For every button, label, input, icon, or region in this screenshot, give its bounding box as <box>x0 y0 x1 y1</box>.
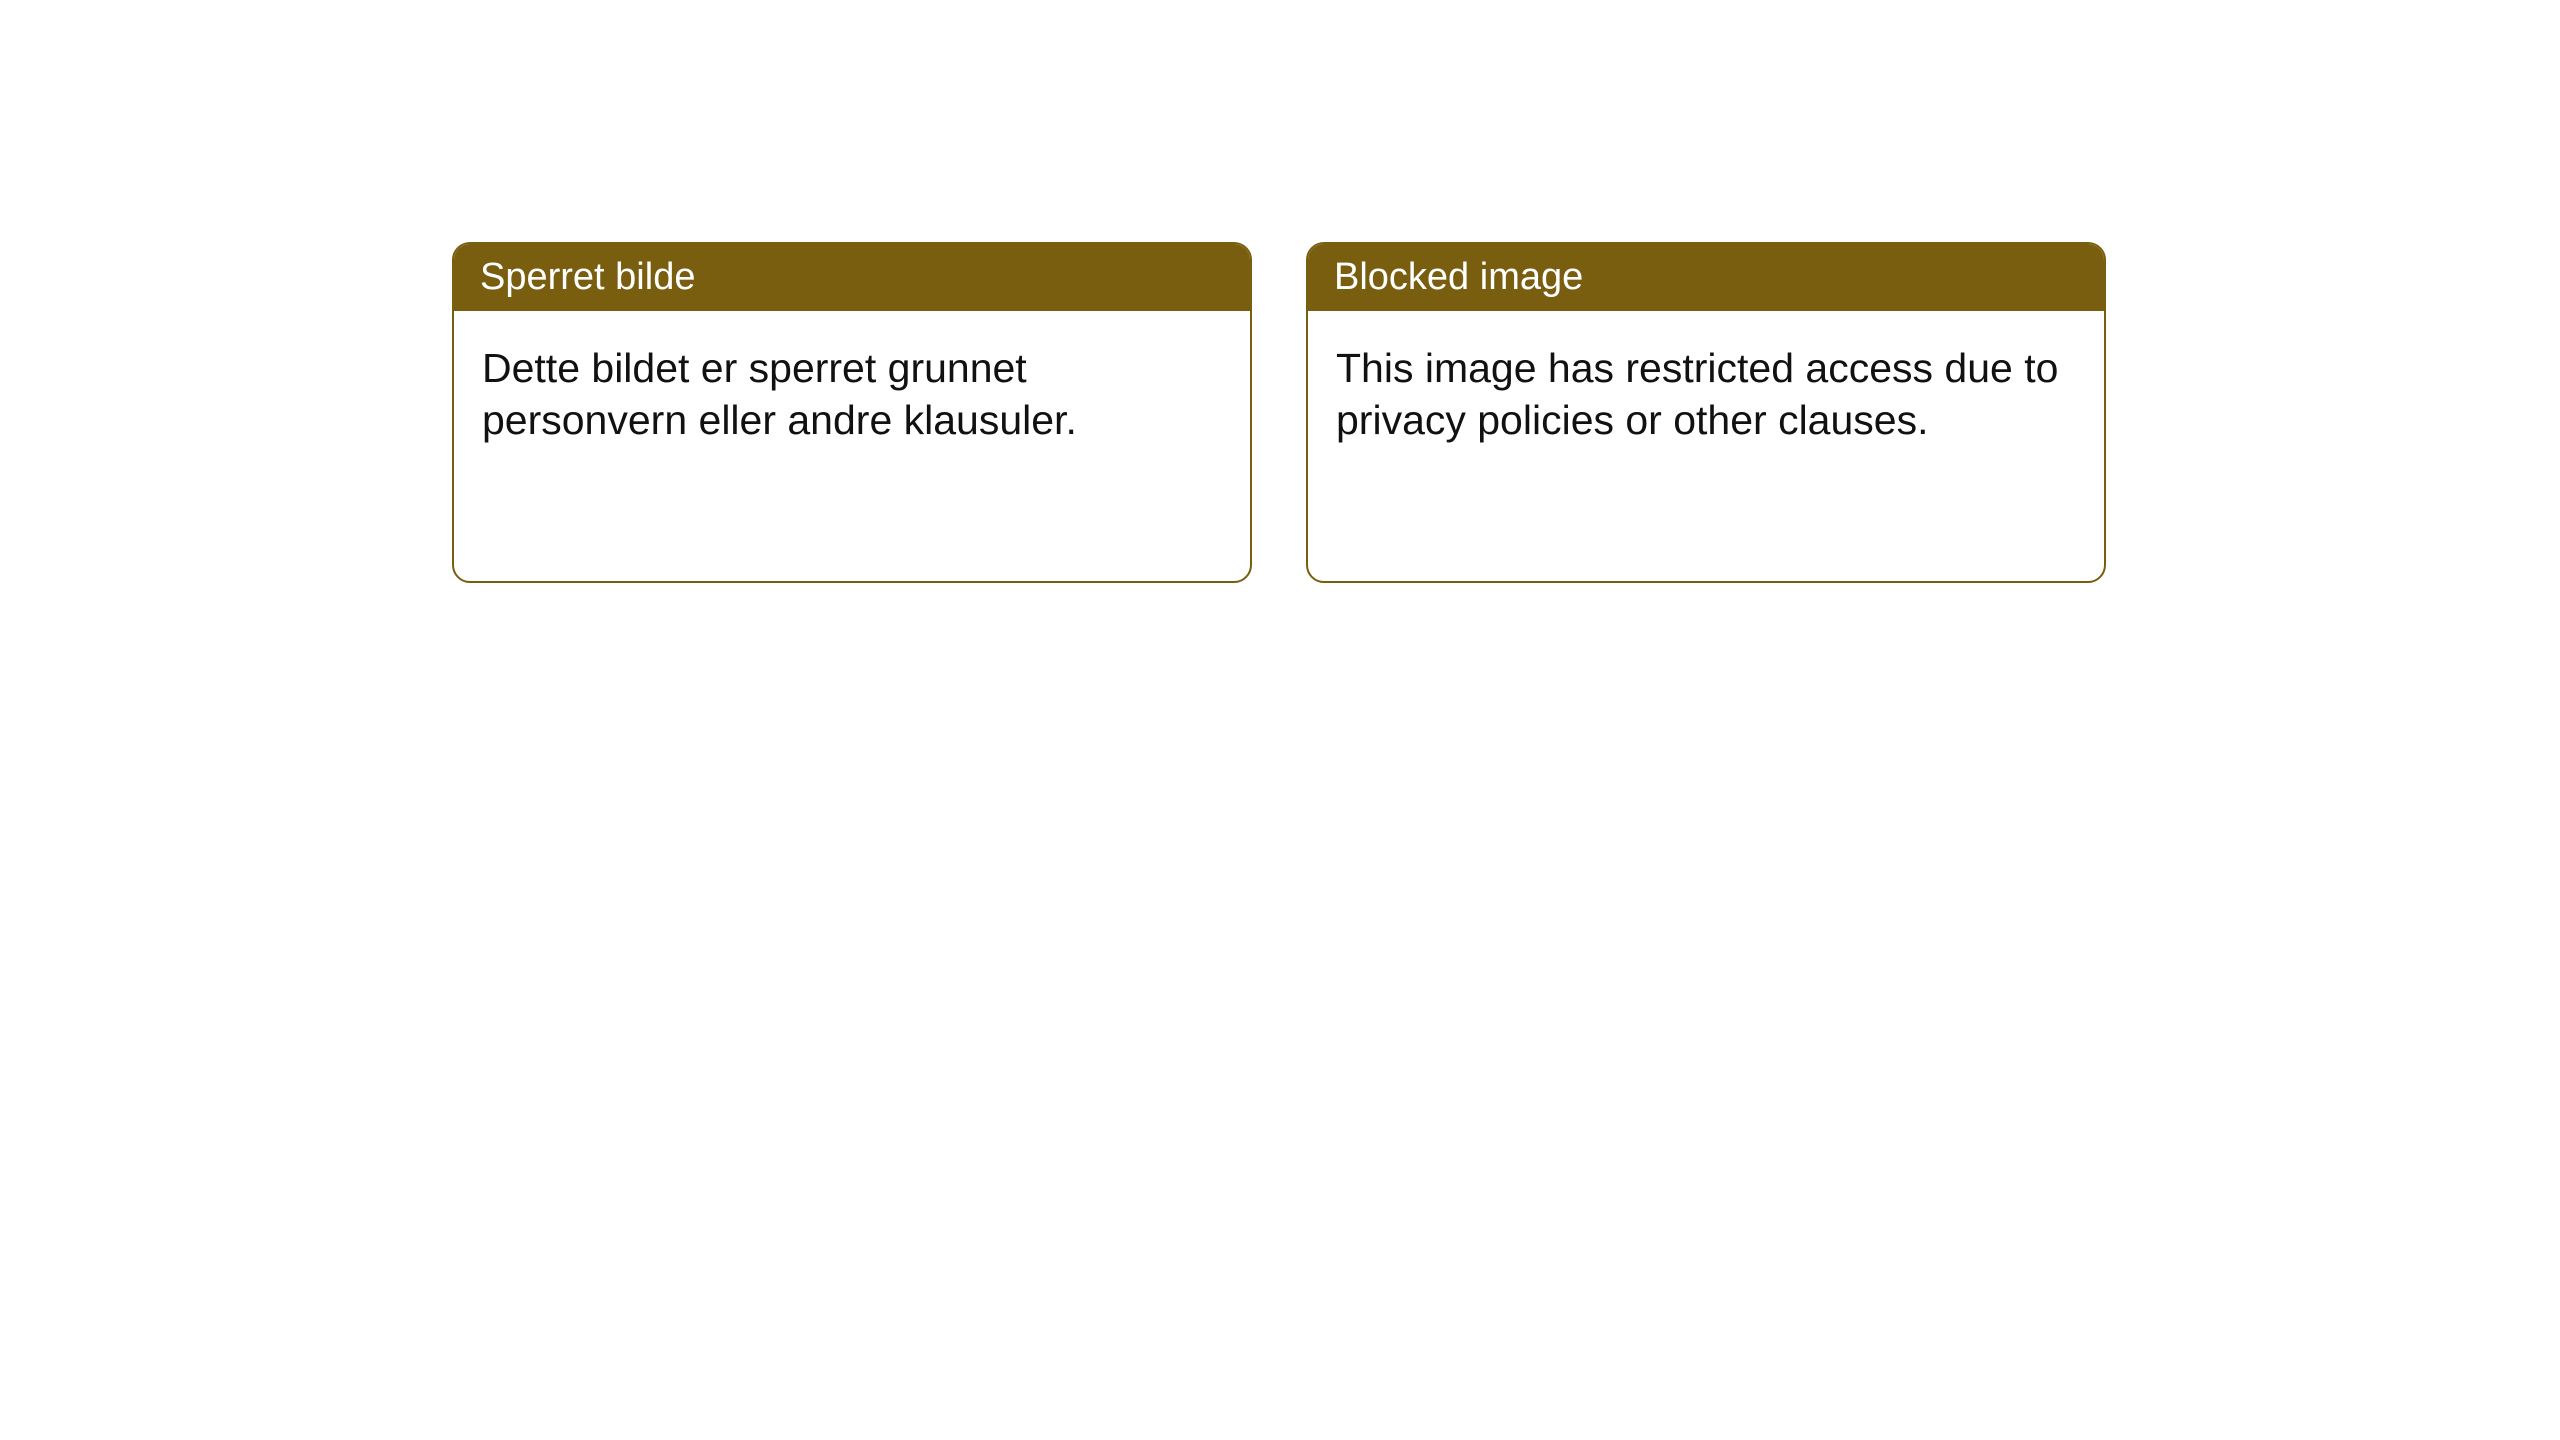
card-body: This image has restricted access due to … <box>1308 311 2104 581</box>
card-body-text: Dette bildet er sperret grunnet personve… <box>482 345 1077 443</box>
card-header: Sperret bilde <box>454 244 1250 311</box>
card-title: Sperret bilde <box>480 256 695 298</box>
card-header: Blocked image <box>1308 244 2104 311</box>
blocked-image-card-norwegian: Sperret bilde Dette bildet er sperret gr… <box>452 242 1252 583</box>
card-title: Blocked image <box>1334 256 1583 298</box>
notice-container: Sperret bilde Dette bildet er sperret gr… <box>0 0 2560 583</box>
card-body: Dette bildet er sperret grunnet personve… <box>454 311 1250 581</box>
blocked-image-card-english: Blocked image This image has restricted … <box>1306 242 2106 583</box>
card-body-text: This image has restricted access due to … <box>1336 345 2058 443</box>
